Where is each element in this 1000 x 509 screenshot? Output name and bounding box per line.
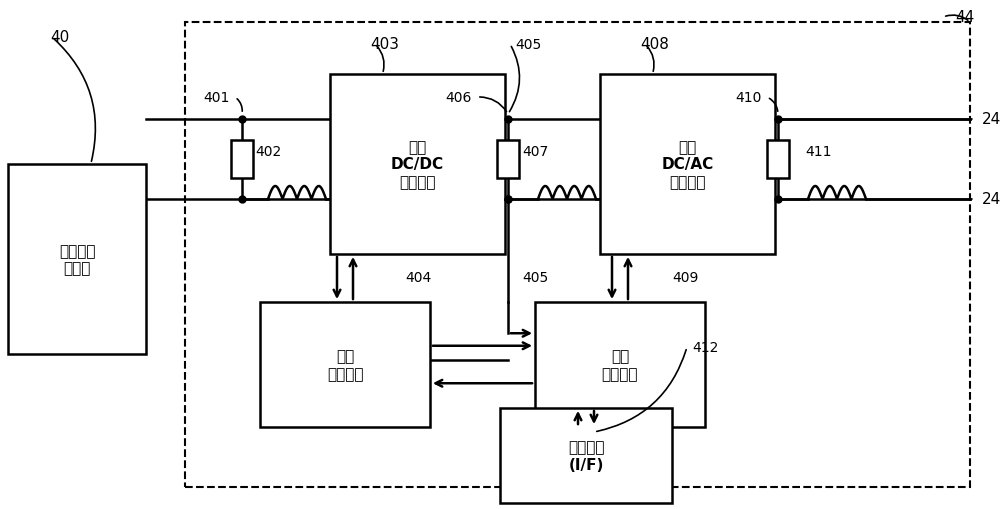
- Bar: [500, 408, 672, 503]
- Bar: [231, 140, 253, 179]
- Bar: [535, 302, 705, 427]
- Text: 第４
控制电路: 第４ 控制电路: [602, 349, 638, 381]
- Text: 407: 407: [522, 145, 548, 159]
- Text: 401: 401: [204, 91, 230, 105]
- Bar: [8, 165, 146, 354]
- Text: 44: 44: [955, 11, 974, 25]
- Text: 405: 405: [515, 38, 541, 52]
- Text: 第２
DC/DC
变换电路: 第２ DC/DC 变换电路: [391, 140, 444, 189]
- Text: 403: 403: [371, 38, 400, 52]
- Bar: [185, 23, 970, 487]
- Text: 412: 412: [692, 341, 718, 354]
- Text: 第２
DC/AC
变换电路: 第２ DC/AC 变换电路: [661, 140, 714, 189]
- Text: 40: 40: [50, 31, 70, 45]
- Text: 第３
控制电路: 第３ 控制电路: [327, 349, 363, 381]
- Text: 24: 24: [982, 192, 1000, 207]
- Bar: [497, 140, 519, 179]
- Text: 配电体系
蓄电池: 配电体系 蓄电池: [59, 243, 95, 276]
- Bar: [330, 75, 505, 254]
- Bar: [600, 75, 775, 254]
- Text: 409: 409: [672, 270, 698, 285]
- Text: 410: 410: [736, 91, 762, 105]
- Text: 402: 402: [255, 145, 281, 159]
- Text: 405: 405: [522, 270, 548, 285]
- Text: 通信接口
(I/F): 通信接口 (I/F): [568, 439, 604, 472]
- Text: 404: 404: [405, 270, 431, 285]
- Text: 408: 408: [641, 38, 669, 52]
- Bar: [260, 302, 430, 427]
- Text: 24: 24: [982, 112, 1000, 127]
- Bar: [767, 140, 789, 179]
- Text: 406: 406: [446, 91, 472, 105]
- Text: 411: 411: [805, 145, 832, 159]
